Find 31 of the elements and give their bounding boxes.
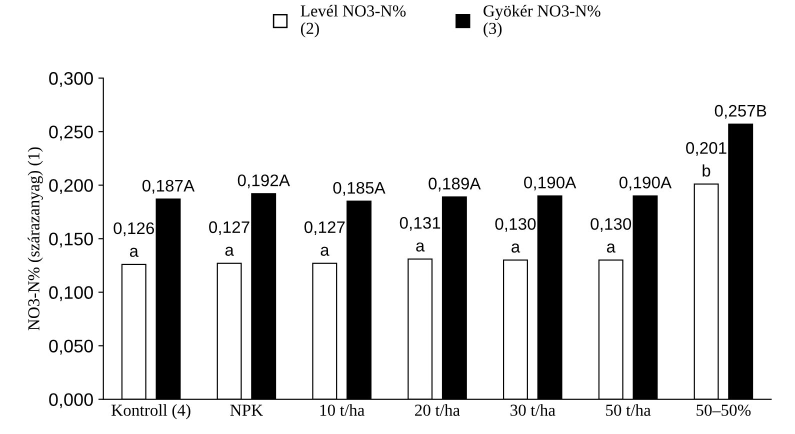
data-label: 0,257B [714,104,766,119]
data-label: 0,126 a [114,222,154,257]
data-label: 0,131 a [400,216,440,252]
y-tick-label: 0,100 [49,286,93,302]
data-label: 0,190A [524,176,576,190]
data-label: 0,190A [619,176,672,190]
data-label: 0,130 a [495,218,536,253]
data-label: 0,201 b [686,142,726,177]
data-label: 0,127 a [304,221,345,256]
x-tick-label: 10 t/ha [320,404,365,416]
data-label: 0,189A [428,178,481,192]
y-tick-label: 0,150 [49,232,93,248]
data-label: 0,192A [238,174,290,188]
y-axis-title: NO3-N% (szárazanyag) (1) [28,147,43,330]
x-tick-label: 30 t/ha [510,404,556,416]
y-tick-label: 0,300 [49,72,93,87]
x-tick-label: 50–50% [696,404,751,416]
legend-label: Levél NO3-N% (2) [300,4,406,38]
data-label: 0,187A [142,180,195,194]
data-label: 0,185A [333,182,386,196]
x-tick-label: NPK [230,404,263,416]
y-tick-label: 0,050 [49,340,93,355]
data-label: 0,127 a [209,221,250,256]
x-tick-label: 50 t/ha [606,404,651,416]
x-tick-label: 20 t/ha [415,404,460,416]
x-tick-label: Kontroll (4) [111,404,190,420]
legend-label: Gyökér NO3-N% (3) [484,4,600,38]
y-tick-label: 0,250 [49,126,93,140]
y-tick-label: 0,200 [49,179,93,194]
data-label: 0,130 a [590,218,632,253]
y-tick-label: 0,000 [49,393,93,408]
